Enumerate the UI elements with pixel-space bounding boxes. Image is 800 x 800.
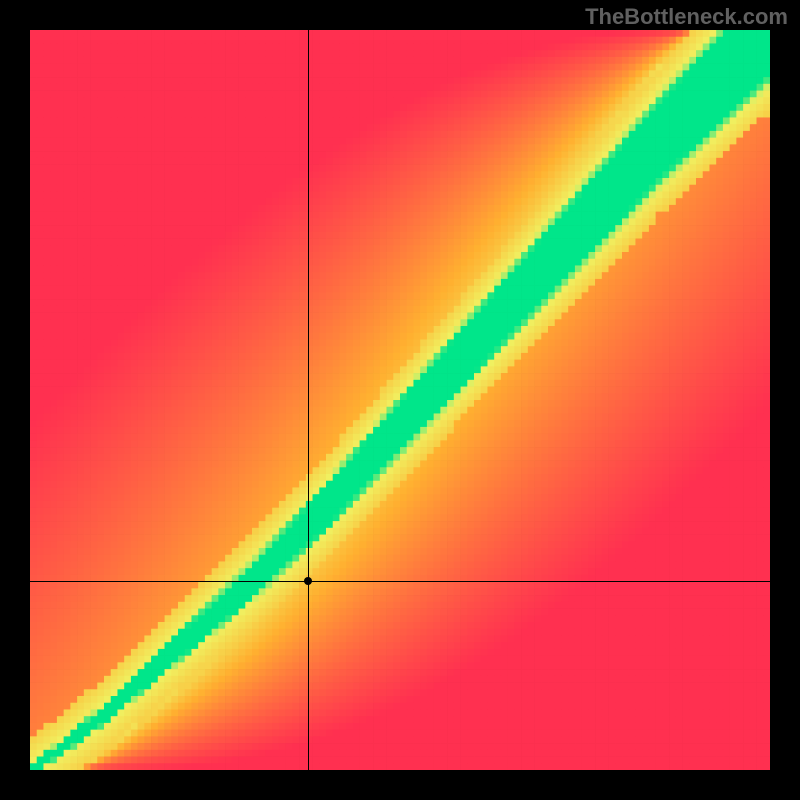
heatmap-svg: [30, 30, 770, 770]
crosshair-vertical: [308, 30, 309, 770]
heatmap-plot-area: [30, 30, 770, 770]
crosshair-horizontal: [30, 581, 770, 582]
watermark-text: TheBottleneck.com: [585, 4, 788, 30]
crosshair-marker: [304, 577, 312, 585]
